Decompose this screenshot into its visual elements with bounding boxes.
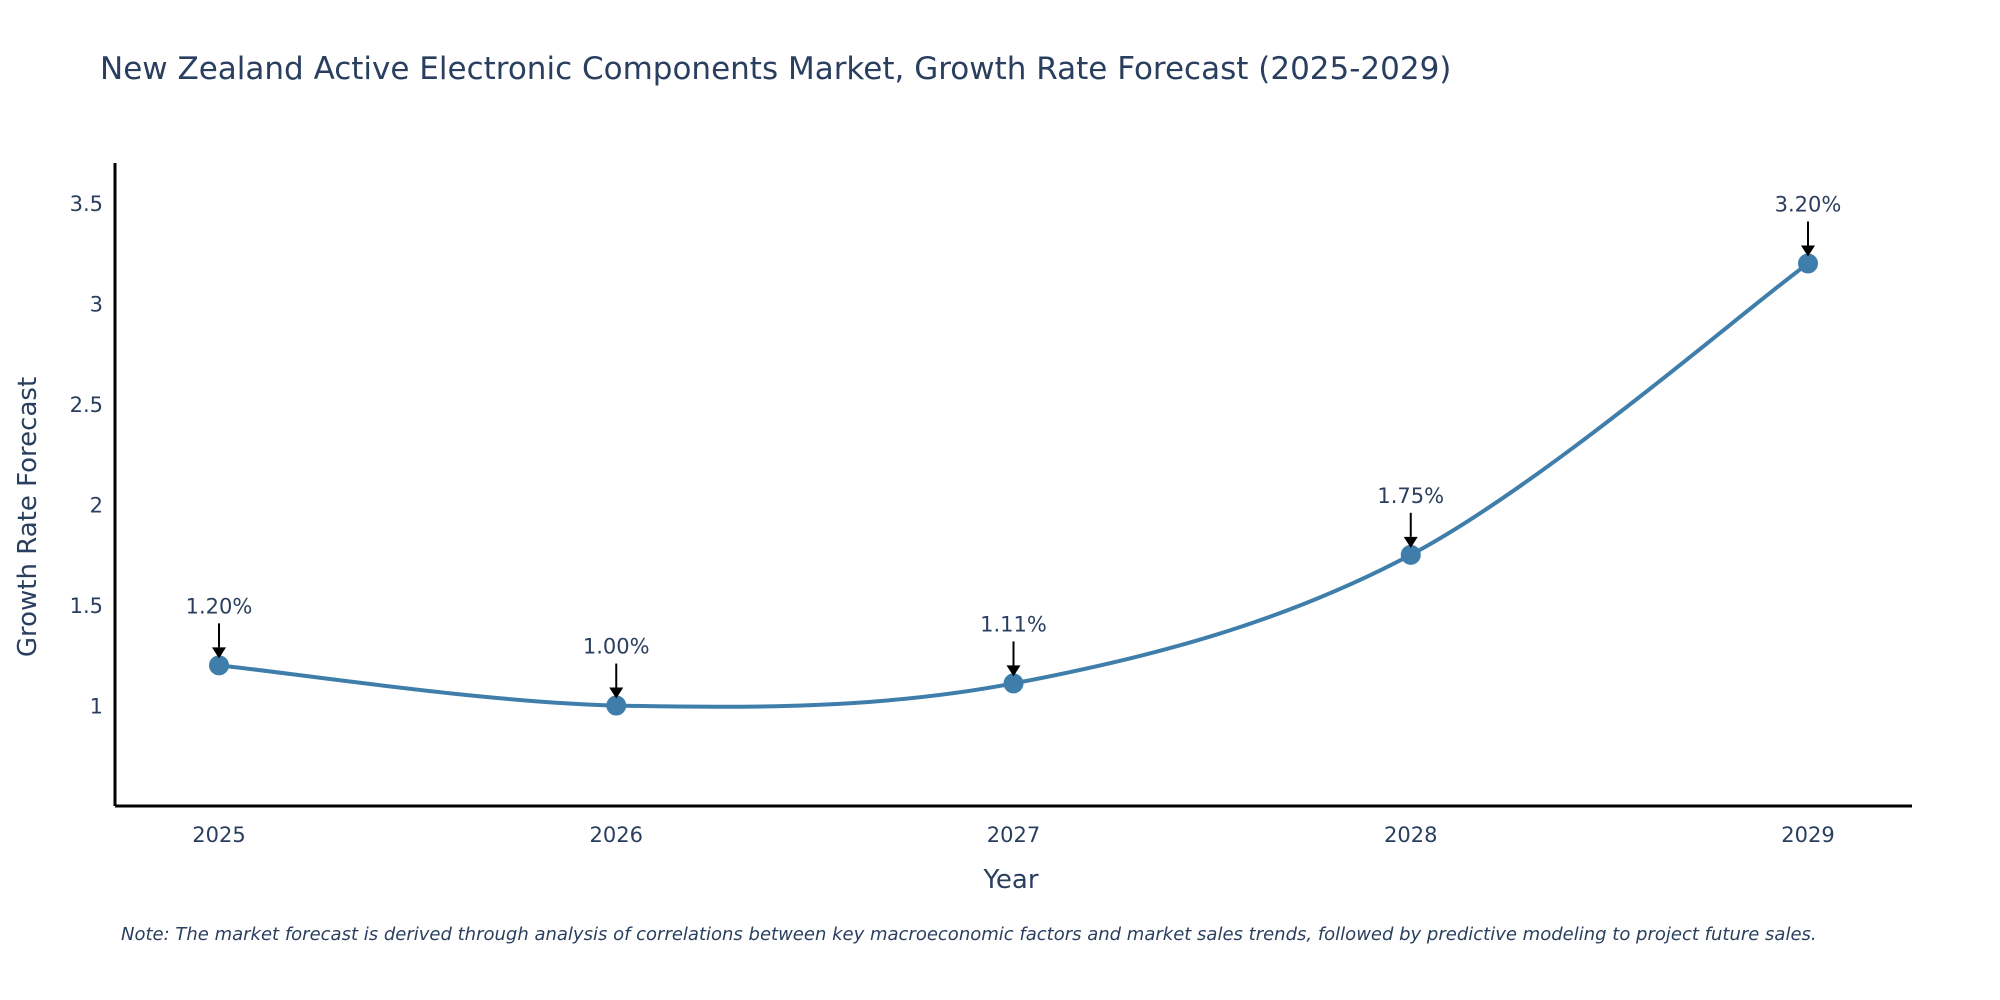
- data-label: 1.75%: [1377, 484, 1444, 508]
- y-axis-title: Growth Rate Forecast: [13, 377, 43, 657]
- data-point: [1003, 673, 1024, 694]
- x-tick-label: 2027: [987, 823, 1040, 847]
- chart-title: New Zealand Active Electronic Components…: [100, 51, 1451, 87]
- data-point: [606, 695, 627, 716]
- y-tick-label: 3.5: [70, 192, 103, 216]
- y-tick-label: 3: [90, 293, 103, 317]
- y-tick-label: 2: [90, 494, 103, 518]
- x-tick-label: 2025: [192, 823, 245, 847]
- annotation-arrowhead: [609, 687, 624, 699]
- data-point: [209, 655, 229, 676]
- y-tick-label: 1: [90, 695, 103, 719]
- annotation-arrowhead: [212, 647, 226, 659]
- x-tick-label: 2026: [590, 823, 643, 847]
- data-point: [1400, 544, 1421, 565]
- chart-note: Note: The market forecast is derived thr…: [121, 924, 1817, 945]
- x-axis-title: Year: [982, 865, 1038, 895]
- x-tick-label: 2029: [1781, 823, 1834, 847]
- data-label: 3.20%: [1775, 192, 1842, 216]
- y-tick-label: 1.5: [70, 594, 103, 618]
- annotation-arrowhead: [1801, 245, 1815, 257]
- data-label: 1.11%: [980, 612, 1047, 636]
- y-tick-label: 2.5: [70, 393, 103, 417]
- annotation-arrowhead: [1006, 665, 1021, 677]
- growth-rate-line: [217, 261, 1810, 709]
- plot-area: 1 1.5 2 2.5 3 3.5 2025 2026 2027 2028 2029 1.20% 1.0…: [70, 163, 1912, 847]
- data-label: 1.00%: [583, 635, 650, 659]
- x-tick-label: 2028: [1384, 823, 1437, 847]
- data-point: [1798, 253, 1818, 274]
- data-label: 1.20%: [186, 594, 253, 618]
- annotation-arrowhead: [1403, 536, 1418, 548]
